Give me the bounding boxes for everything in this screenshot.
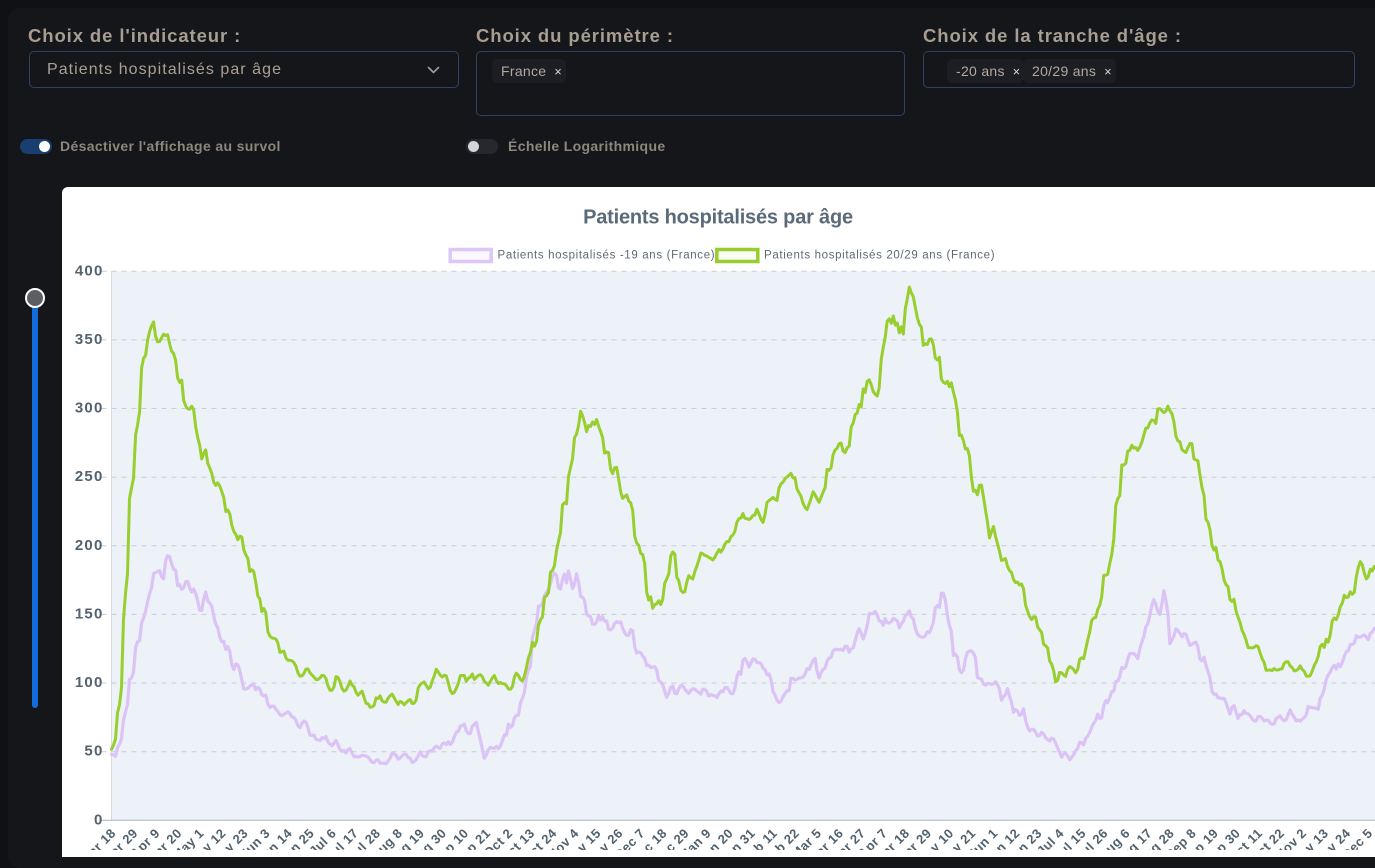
svg-text:350: 350 xyxy=(75,331,104,348)
svg-text:300: 300 xyxy=(75,400,104,417)
svg-text:150: 150 xyxy=(75,605,104,622)
svg-text:250: 250 xyxy=(75,468,104,485)
svg-text:Patients hospitalisés -19 ans: Patients hospitalisés -19 ans (France) xyxy=(498,249,716,261)
svg-text:200: 200 xyxy=(75,537,104,554)
svg-text:400: 400 xyxy=(75,262,104,279)
svg-text:100: 100 xyxy=(75,674,104,691)
svg-text:Patients hospitalisés 20/29 an: Patients hospitalisés 20/29 ans (France) xyxy=(764,249,995,261)
svg-text:Patients hospitalisés par âge: Patients hospitalisés par âge xyxy=(583,207,853,229)
svg-text:50: 50 xyxy=(84,743,103,760)
svg-text:0: 0 xyxy=(94,811,104,828)
